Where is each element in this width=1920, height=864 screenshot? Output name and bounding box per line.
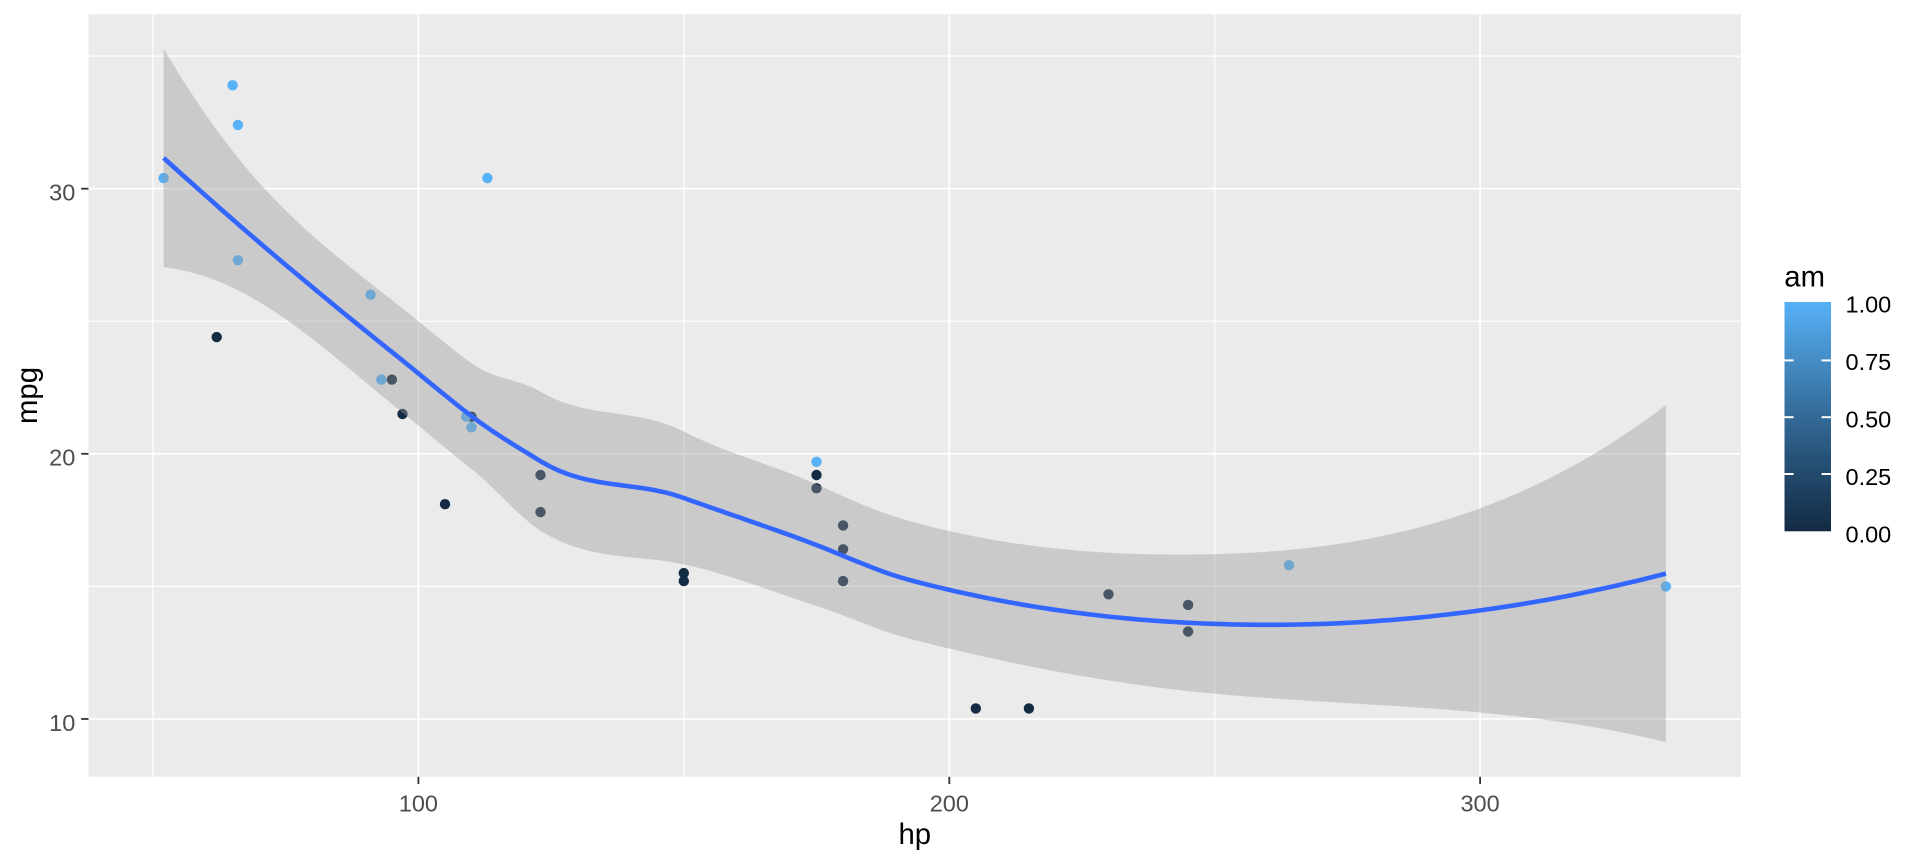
svg-text:0.75: 0.75 [1846, 349, 1892, 375]
svg-text:300: 300 [1460, 790, 1499, 816]
svg-text:mpg: mpg [11, 367, 44, 424]
svg-text:10: 10 [49, 710, 75, 736]
svg-text:0.00: 0.00 [1846, 521, 1892, 547]
svg-text:30: 30 [49, 180, 75, 206]
svg-text:100: 100 [399, 790, 438, 816]
svg-text:1.00: 1.00 [1846, 292, 1892, 318]
svg-text:200: 200 [930, 790, 969, 816]
svg-text:am: am [1784, 260, 1825, 293]
svg-text:0.25: 0.25 [1846, 464, 1892, 490]
svg-text:hp: hp [899, 818, 932, 851]
svg-text:20: 20 [49, 445, 75, 471]
svg-text:0.50: 0.50 [1846, 407, 1892, 433]
